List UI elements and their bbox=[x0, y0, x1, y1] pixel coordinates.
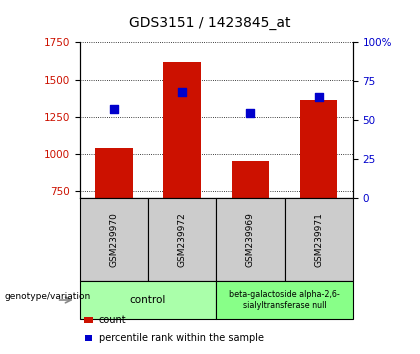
Text: GSM239971: GSM239971 bbox=[314, 212, 323, 267]
Text: GDS3151 / 1423845_at: GDS3151 / 1423845_at bbox=[129, 16, 291, 30]
Bar bbox=[163, 62, 201, 198]
Text: GSM239972: GSM239972 bbox=[178, 212, 186, 267]
Text: GSM239970: GSM239970 bbox=[110, 212, 118, 267]
Bar bbox=[232, 161, 269, 198]
Text: count: count bbox=[99, 315, 126, 325]
Point bbox=[179, 90, 186, 95]
Bar bbox=[95, 148, 133, 198]
Text: percentile rank within the sample: percentile rank within the sample bbox=[99, 333, 264, 343]
Text: control: control bbox=[130, 295, 166, 305]
Point bbox=[110, 107, 117, 112]
Text: GSM239969: GSM239969 bbox=[246, 212, 255, 267]
Point bbox=[247, 110, 254, 115]
Point bbox=[315, 94, 322, 100]
Text: beta-galactoside alpha-2,6-
sialyltransferase null: beta-galactoside alpha-2,6- sialyltransf… bbox=[229, 290, 340, 310]
Text: genotype/variation: genotype/variation bbox=[4, 292, 90, 301]
Bar bbox=[300, 100, 337, 198]
